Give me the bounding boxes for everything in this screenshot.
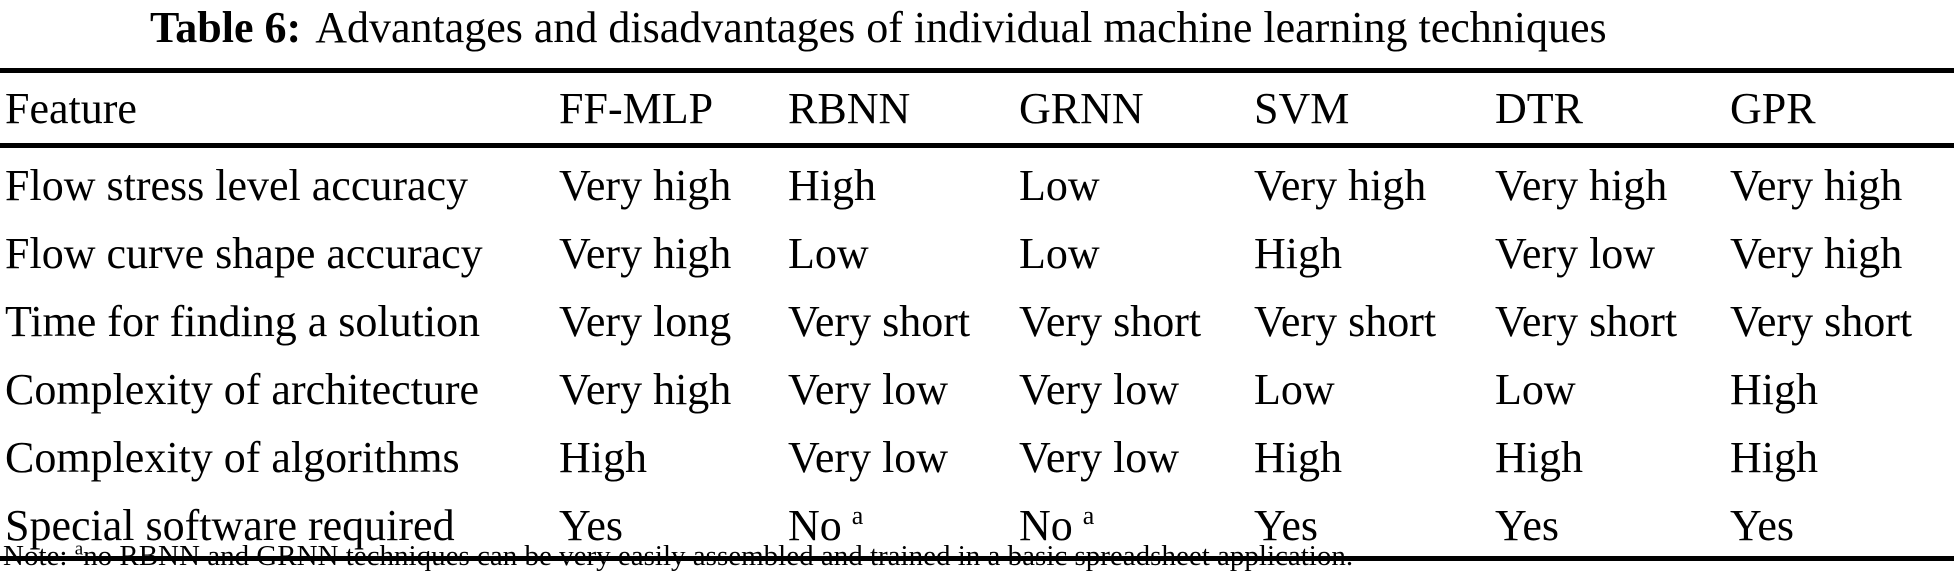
value-cell: High <box>559 432 647 482</box>
table-caption-label: Table 6: <box>150 3 302 52</box>
value-cell: Low <box>1254 364 1335 414</box>
feature-cell: Complexity of architecture <box>5 364 480 414</box>
value-cell: High <box>1495 432 1583 482</box>
column-header-rbnn: RBNN <box>788 70 1019 148</box>
value-cell: High <box>1730 432 1818 482</box>
table-body: Flow stress level accuracy Very high High L… <box>0 146 1954 559</box>
value-cell: Low <box>1019 160 1100 210</box>
value-cell: Yes <box>1254 500 1319 550</box>
footnote-prefix: Note: <box>3 540 75 572</box>
column-header-dtr: DTR <box>1495 70 1730 148</box>
feature-cell: Flow curve shape accuracy <box>5 228 483 278</box>
value-cell: Very high <box>559 228 732 278</box>
value-cell: Very short <box>1254 296 1437 346</box>
column-header-grnn: GRNN <box>1019 70 1254 148</box>
value-cell: Very high <box>1730 160 1903 210</box>
feature-cell: Complexity of algorithms <box>5 432 460 482</box>
value-cell: No a <box>1019 500 1095 550</box>
value-cell: Very low <box>1019 432 1180 482</box>
value-cell: High <box>788 160 876 210</box>
value-cell: Very long <box>559 296 732 346</box>
value-cell: Very low <box>788 432 949 482</box>
footnote-text: no RBNN and GRNN techniques can be very … <box>83 540 1354 572</box>
table-row-special-software-required: Special software required Yes No a No a Yes Yes… <box>0 488 1954 559</box>
table-caption: Table 6: Advantages and disadvantages of … <box>150 0 1607 56</box>
value-cell: Very short <box>1495 296 1678 346</box>
column-header-gpr: GPR <box>1730 70 1954 148</box>
table-row-flow-curve-shape-accuracy: Flow curve shape accuracy Very high Low Low… <box>0 216 1954 284</box>
value-cell: Very high <box>1730 228 1903 278</box>
value-cell: Very short <box>1730 296 1913 346</box>
table-row-complexity-of-architecture: Complexity of architecture Very high Very … <box>0 352 1954 420</box>
table-header-row: Feature FF-MLP RBNN GRNN SVM DTR GPR <box>0 70 1954 148</box>
value-cell: Yes <box>559 500 624 550</box>
value-cell: Low <box>1019 228 1100 278</box>
value-cell: High <box>1254 228 1342 278</box>
value-cell: Yes <box>1495 500 1560 550</box>
value-cell: Very low <box>788 364 949 414</box>
value-cell: Very high <box>1254 160 1427 210</box>
value-cell: High <box>1254 432 1342 482</box>
ml-techniques-comparison-table: Feature FF-MLP RBNN GRNN SVM DTR GPR Flow stre… <box>0 68 1954 561</box>
value-cell: Very low <box>1019 364 1180 414</box>
feature-cell: Flow stress level accuracy <box>5 160 469 210</box>
value-cell: Very high <box>559 364 732 414</box>
footnote-marker: a <box>74 538 84 560</box>
table-header: Feature FF-MLP RBNN GRNN SVM DTR GPR <box>0 70 1954 148</box>
table-footnote: Note: ano RBNN and GRNN techniques can b… <box>3 538 1354 573</box>
value-cell: Low <box>1495 364 1576 414</box>
value-cell: No a <box>788 500 864 550</box>
footnote-marker: a <box>1082 500 1095 530</box>
feature-cell: Time for finding a solution <box>5 296 481 346</box>
value-cell: Very high <box>559 160 732 210</box>
value-cell: High <box>1730 364 1818 414</box>
table-row-flow-stress-level-accuracy: Flow stress level accuracy Very high High L… <box>0 146 1954 217</box>
table-caption-text: Advantages and disadvantages of individu… <box>315 3 1607 52</box>
value-cell: Very short <box>1019 296 1202 346</box>
value-cell: Very high <box>1495 160 1668 210</box>
value-cell: Very short <box>788 296 971 346</box>
table-row-time-for-finding-a-solution: Time for finding a solution Very long Very… <box>0 284 1954 352</box>
column-header-ff-mlp: FF-MLP <box>559 70 788 148</box>
column-header-svm: SVM <box>1254 70 1495 148</box>
footnote-marker: a <box>851 500 864 530</box>
column-header-feature: Feature <box>0 70 559 148</box>
value-cell: Low <box>788 228 869 278</box>
value-cell: Yes <box>1730 500 1795 550</box>
feature-cell: Special software required <box>5 500 455 550</box>
value-cell: Very low <box>1495 228 1656 278</box>
table-row-complexity-of-algorithms: Complexity of algorithms High Very low Very… <box>0 420 1954 488</box>
